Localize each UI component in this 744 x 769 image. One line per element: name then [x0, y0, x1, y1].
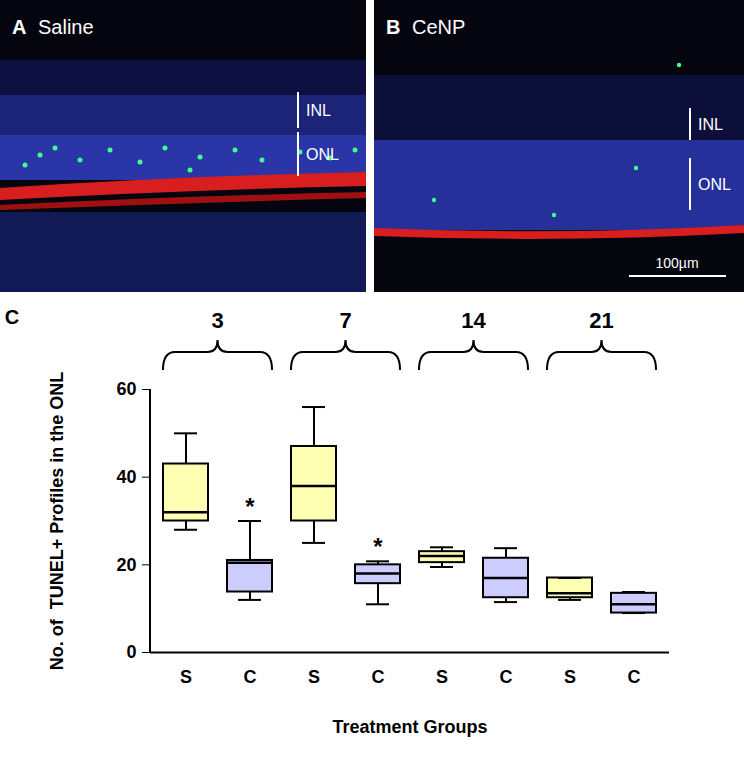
svg-text:INL: INL: [698, 116, 723, 133]
svg-text:C: C: [628, 667, 641, 687]
svg-text:C: C: [5, 306, 19, 328]
svg-text:*: *: [373, 533, 383, 560]
svg-text:ONL: ONL: [306, 146, 339, 163]
svg-text:B: B: [386, 16, 400, 38]
svg-text:ONL: ONL: [698, 176, 731, 193]
svg-text:C: C: [244, 667, 257, 687]
svg-text:INL: INL: [306, 102, 331, 119]
svg-text:S: S: [308, 667, 320, 687]
svg-text:100µm: 100µm: [655, 255, 698, 271]
svg-text:S: S: [180, 667, 192, 687]
svg-text:40: 40: [116, 467, 136, 487]
svg-text:Saline: Saline: [38, 16, 94, 38]
svg-text:A: A: [12, 16, 26, 38]
svg-text:0: 0: [126, 642, 136, 662]
svg-text:C: C: [372, 667, 385, 687]
svg-text:Treatment Groups: Treatment Groups: [332, 717, 487, 737]
svg-text:20: 20: [116, 555, 136, 575]
svg-text:14: 14: [461, 308, 486, 333]
svg-text:CeNP: CeNP: [412, 16, 465, 38]
svg-text:7: 7: [339, 308, 351, 333]
svg-text:C: C: [500, 667, 513, 687]
svg-text:3: 3: [211, 308, 223, 333]
svg-text:*: *: [245, 493, 255, 520]
svg-text:S: S: [436, 667, 448, 687]
svg-text:No. of TUNEL+ Profiles in the: No. of TUNEL+ Profiles in the ONL: [47, 372, 67, 671]
svg-text:21: 21: [589, 308, 613, 333]
svg-text:60: 60: [116, 379, 136, 399]
svg-text:S: S: [564, 667, 576, 687]
